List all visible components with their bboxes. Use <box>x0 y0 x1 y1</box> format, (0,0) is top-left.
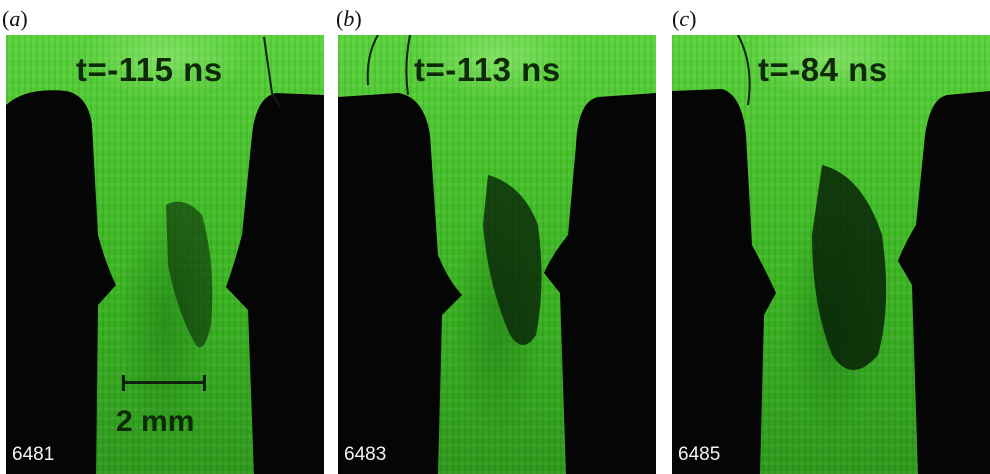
scale-bar <box>122 375 206 391</box>
plasma-core-a <box>166 201 213 348</box>
left-electrode-b <box>338 93 462 474</box>
time-label-a: t=-115 ns <box>76 51 223 88</box>
right-electrode-c <box>898 91 990 474</box>
panel-letter-b: b <box>343 6 355 31</box>
wire-a <box>263 36 281 108</box>
plasma-core-c <box>812 165 887 370</box>
plasma-core-b <box>483 175 542 345</box>
scale-bar-line <box>122 381 206 384</box>
shot-id-c: 6485 <box>678 444 721 465</box>
time-label-b: t=-113 ns <box>414 51 561 88</box>
panel-label-a: (a) <box>2 6 28 31</box>
time-label-c: t=-84 ns <box>758 51 888 88</box>
wire-c <box>737 35 751 106</box>
shot-id-b: 6483 <box>344 444 387 465</box>
left-electrode-c <box>672 89 776 474</box>
image-frame-a: t=-115 ns 2 mm 6481 <box>6 35 324 474</box>
left-electrode-a <box>6 90 116 474</box>
right-electrode-b <box>544 93 656 474</box>
wire-b <box>366 35 411 96</box>
panel-letter-c: c <box>679 6 690 31</box>
panel-label-c: (c) <box>672 6 697 31</box>
electrode-silhouettes-c <box>672 35 990 474</box>
panel-letter-a: a <box>9 6 21 31</box>
scale-bar-cap-right <box>203 375 206 391</box>
panel-label-b: (b) <box>336 6 362 31</box>
right-electrode-a <box>226 93 324 474</box>
image-frame-b: t=-113 ns 6483 <box>338 35 656 474</box>
scale-text: 2 mm <box>116 405 195 438</box>
electrode-silhouettes-a <box>6 36 324 474</box>
shot-id-a: 6481 <box>12 444 55 465</box>
image-frame-c: t=-84 ns 6485 <box>672 35 990 474</box>
electrode-silhouettes-b <box>338 35 656 474</box>
